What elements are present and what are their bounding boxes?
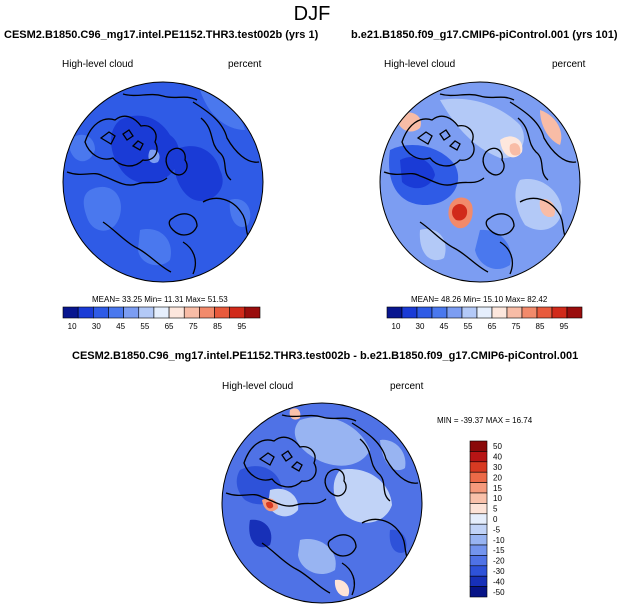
left-colorbar-label: 30 [92,322,101,331]
left-colorbar-box [77,306,94,319]
diff-colorbar-box [469,461,488,473]
diff-colorbar-label: 20 [493,473,502,482]
left-units-label: percent [228,59,262,70]
left-colorbar-box [123,306,140,319]
diff-colorbar-box [469,440,488,452]
left-colorbar-box [199,306,215,319]
right-colorbar-box [566,306,583,319]
page-title: DJF [293,3,331,25]
diff-colorbar-box [469,575,488,587]
diff-colorbar-box [469,482,488,494]
right-colorbar-box [446,306,463,319]
right-colorbar-box [551,306,568,319]
left-map [62,81,264,283]
diff-colorbar-box [469,513,488,525]
diff-colorbar-box [469,534,488,546]
diff-colorbar-label: 10 [493,494,502,503]
diff-colorbar-box [469,471,488,483]
diff-colorbar-label: -20 [493,557,505,566]
diff-colorbar-label: -50 [493,588,505,597]
left-colorbar-box [62,306,79,319]
right-case-title: b.e21.B1850.f09_g17.CMIP6-piControl.001 … [351,29,618,41]
diff-colorbar-label: 40 [493,453,502,462]
left-colorbar-label: 55 [140,322,149,331]
diff-colorbar-label: 50 [493,442,502,451]
diff-stats: MIN = -39.37 MAX = 16.74 [437,416,533,425]
right-colorbar-box [476,306,493,319]
left-colorbar-box [168,306,185,319]
right-variable-label: High-level cloud [384,59,456,70]
diff-colorbar-label: -15 [493,546,505,555]
diff-colorbar-label: 0 [493,515,498,524]
right-stats: MEAN= 48.26 Min= 15.10 Max= 82.42 [411,295,548,304]
diff-colorbar-label: -40 [493,577,505,586]
left-colorbar-box [214,306,230,319]
diff-colorbar-label: -5 [493,525,501,534]
left-colorbar-box [138,306,155,319]
diff-colorbar-box [469,555,488,567]
right-colorbar-label: 75 [512,322,521,331]
left-colorbar-label: 95 [237,322,246,331]
right-colorbar-label: 95 [560,322,569,331]
diff-colorbar-label: 5 [493,505,498,514]
right-colorbar-box [491,306,508,319]
diff-colorbar-box [469,565,488,577]
left-colorbar-label: 10 [68,322,77,331]
right-colorbar-box [461,306,478,319]
left-colorbar-label: 45 [116,322,125,331]
right-colorbar-label: 55 [464,322,473,331]
right-colorbar-box [401,306,418,319]
left-stats: MEAN= 33.25 Min= 11.31 Max= 51.53 [92,295,228,304]
right-colorbar-box [521,306,538,319]
diff-colorbar-label: -10 [493,536,505,545]
right-colorbar-box [536,306,553,319]
diff-map [221,402,423,604]
left-colorbar-box [244,306,261,319]
left-colorbar-label: 85 [213,322,222,331]
left-colorbar-label: 75 [189,322,198,331]
left-colorbar-box [108,306,124,319]
right-colorbar-label: 45 [440,322,449,331]
diff-colorbar-box [469,544,488,556]
right-colorbar-box [386,306,403,319]
diff-colorbar-box [469,523,488,535]
right-colorbar-label: 85 [536,322,545,331]
right-colorbar-box [416,306,433,319]
diff-variable-label: High-level cloud [222,381,294,392]
diff-colorbar-box [469,451,488,463]
left-colorbar: 10 30 45 55 65 75 85 95 [62,306,261,331]
right-colorbar-box [506,306,523,319]
right-colorbar-box [431,306,448,319]
diff-case-title: CESM2.B1850.C96_mg17.intel.PE1152.THR3.t… [72,350,579,362]
left-colorbar-box [229,306,246,319]
left-colorbar-box [183,306,200,319]
left-colorbar-box [153,306,170,319]
diff-colorbar-label: -30 [493,567,505,576]
left-case-title: CESM2.B1850.C96_mg17.intel.PE1152.THR3.t… [4,29,319,41]
diff-colorbar-label: 30 [493,463,502,472]
diff-colorbar-label: 15 [493,484,502,493]
right-colorbar-label: 10 [392,322,401,331]
diff-units-label: percent [390,381,424,392]
right-colorbar-label: 65 [488,322,497,331]
left-colorbar-box [93,306,109,319]
left-variable-label: High-level cloud [62,59,134,70]
diff-colorbar-box [469,503,488,515]
right-units-label: percent [552,59,586,70]
right-colorbar: 10 30 45 55 65 75 85 95 [386,306,583,331]
diff-colorbar-box [469,586,488,598]
diff-colorbar-box [469,492,488,504]
right-colorbar-label: 30 [416,322,425,331]
left-colorbar-label: 65 [165,322,174,331]
right-map [379,81,581,283]
